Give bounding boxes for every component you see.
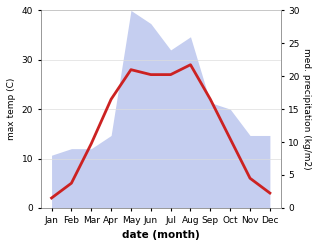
Y-axis label: max temp (C): max temp (C) xyxy=(7,78,16,140)
X-axis label: date (month): date (month) xyxy=(122,230,200,240)
Y-axis label: med. precipitation (kg/m2): med. precipitation (kg/m2) xyxy=(302,48,311,170)
